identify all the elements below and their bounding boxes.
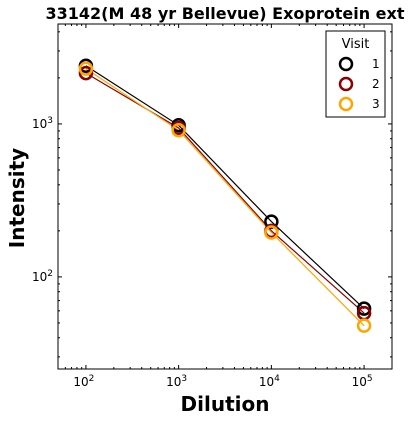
x-tick-label: 103 [166, 374, 187, 389]
legend-label-2: 2 [372, 77, 380, 91]
series-lines [85, 65, 365, 327]
y-tick-label: 102 [32, 269, 53, 284]
y-axis-label: Intensity [5, 148, 29, 248]
legend-marker-1 [338, 56, 354, 72]
major-ticks [58, 24, 392, 369]
chart-title: 33142(M 48 yr Bellevue) Exoprotein ext [46, 4, 405, 23]
tick-labels: 102 103 104 105 102 103 [32, 116, 373, 389]
legend-box [325, 30, 386, 118]
x-axis-label: Dilution [181, 392, 270, 416]
series-markers [78, 58, 372, 333]
series-3-point [78, 61, 94, 76]
legend-title: Visit [342, 37, 370, 52]
series-3-line [85, 68, 365, 327]
series-3-point [264, 225, 279, 240]
x-tick-label: 104 [259, 374, 280, 389]
legend-label-3: 3 [372, 97, 380, 111]
x-tick-label: 105 [352, 374, 373, 389]
legend: Visit 1 2 3 [325, 30, 386, 118]
minor-ticks [58, 24, 392, 369]
legend-items: 1 2 3 [338, 56, 380, 112]
series-1-line [85, 65, 365, 310]
series-2-point [78, 65, 94, 81]
legend-marker-3 [338, 96, 354, 112]
series-3-point [171, 122, 186, 138]
legend-label-1: 1 [372, 57, 380, 71]
series-1-point [356, 301, 372, 316]
series-2-line [85, 72, 365, 314]
x-tick-label: 102 [73, 374, 94, 389]
y-tick-label: 103 [32, 116, 53, 131]
legend-marker-2 [338, 76, 354, 92]
series-3-point [356, 318, 372, 333]
